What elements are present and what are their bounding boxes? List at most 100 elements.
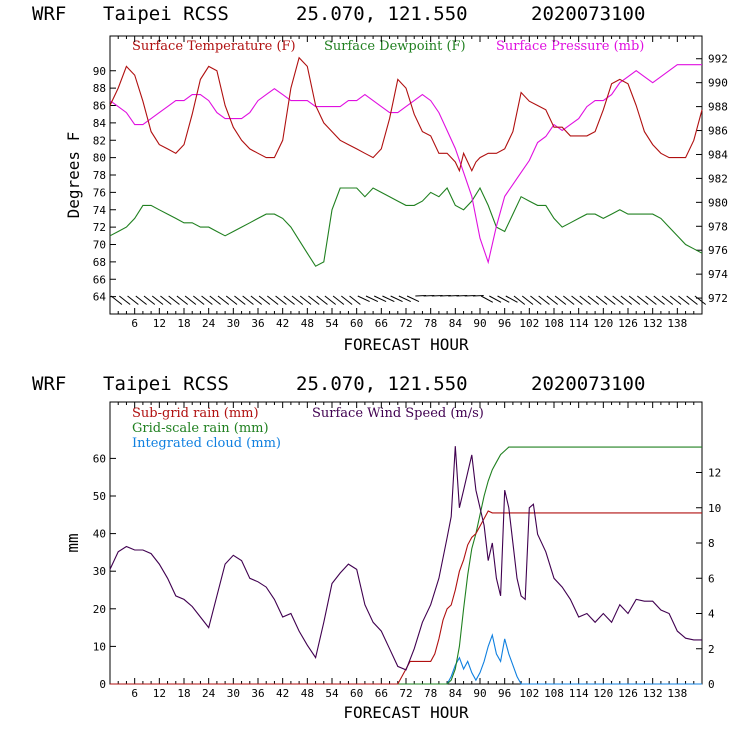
y-tick-label: 64 bbox=[93, 291, 107, 304]
x-tick-label: 54 bbox=[325, 317, 339, 330]
wind-barb bbox=[489, 295, 502, 303]
top-y2-axis: 972 974 976 978 980 982 984 986 988 990 992 bbox=[696, 53, 728, 305]
wind-barb bbox=[275, 295, 287, 305]
wind-barb bbox=[669, 295, 682, 305]
wind-barb bbox=[135, 295, 147, 305]
wind-barb bbox=[554, 295, 567, 305]
wind-barb bbox=[661, 295, 674, 305]
cloud-line bbox=[110, 633, 702, 685]
wind-barb bbox=[357, 295, 370, 303]
x-tick-label: 78 bbox=[424, 317, 437, 330]
wind-barb bbox=[505, 295, 518, 303]
wind-barb bbox=[513, 295, 526, 305]
wind-barb bbox=[308, 295, 320, 305]
bottom-header-station: Taipei RCSS bbox=[103, 373, 229, 395]
wind-barb bbox=[250, 295, 262, 305]
y-tick-label: 86 bbox=[93, 100, 106, 113]
bottom-y-axis-title: mm bbox=[63, 533, 82, 552]
wind-barb bbox=[168, 295, 180, 305]
wind-barb bbox=[283, 295, 295, 305]
wind-barb bbox=[530, 295, 542, 305]
wind-barb bbox=[110, 295, 123, 305]
x-tick-label: 48 bbox=[301, 687, 314, 700]
y-tick-label: 0 bbox=[99, 678, 106, 691]
wind-barb bbox=[694, 295, 706, 305]
wind-barb bbox=[497, 295, 510, 303]
wind-barb bbox=[184, 295, 197, 305]
temperature-line bbox=[109, 56, 703, 173]
wind-barb bbox=[234, 295, 246, 305]
top-header-model: WRF bbox=[32, 3, 66, 25]
wind-barb bbox=[209, 295, 221, 305]
bottom-x-axis-title: FORECAST HOUR bbox=[343, 703, 469, 722]
bottom-x-axis: 6 12 18 24 30 36 42 48 54 60 66 72 78 84 90 96 102 108 114… bbox=[109, 402, 703, 700]
x-tick-label: 24 bbox=[202, 687, 216, 700]
wind-barb bbox=[316, 295, 328, 305]
x-tick-label: 72 bbox=[399, 317, 412, 330]
wind-barb bbox=[258, 295, 271, 305]
x-tick-label: 120 bbox=[593, 317, 613, 330]
y2-tick-label: 974 bbox=[708, 268, 728, 281]
y2-tick-label: 984 bbox=[708, 148, 728, 161]
y-tick-label: 74 bbox=[93, 204, 107, 217]
top-chart: WRF Taipei RCSS 25.070, 121.550 20200731… bbox=[32, 3, 728, 354]
wind-barb bbox=[349, 295, 361, 305]
subgrid-rain-line bbox=[110, 510, 702, 685]
top-x-axis-title: FORECAST HOUR bbox=[343, 335, 469, 354]
x-tick-label: 84 bbox=[449, 687, 463, 700]
bottom-y2-axis: 0 2 4 6 8 10 12 bbox=[696, 467, 721, 691]
y2-tick-label: 972 bbox=[708, 292, 728, 305]
x-tick-label: 84 bbox=[449, 317, 463, 330]
wind-barb bbox=[686, 295, 698, 305]
bottom-legend-subgrid: Sub-grid rain (mm) bbox=[132, 406, 259, 421]
x-tick-label: 42 bbox=[276, 317, 289, 330]
x-tick-label: 132 bbox=[643, 687, 663, 700]
top-header-coords: 25.070, 121.550 bbox=[296, 3, 468, 25]
y2-tick-label: 6 bbox=[708, 572, 715, 585]
wind-barb bbox=[521, 295, 534, 305]
x-tick-label: 60 bbox=[350, 317, 363, 330]
y-tick-label: 76 bbox=[93, 186, 106, 199]
bottom-y-axis: 0 10 20 30 40 50 60 bbox=[93, 452, 116, 691]
x-tick-label: 30 bbox=[227, 317, 240, 330]
y2-tick-label: 992 bbox=[708, 53, 728, 66]
x-tick-label: 96 bbox=[498, 687, 511, 700]
top-header-date: 2020073100 bbox=[531, 3, 645, 25]
y-tick-label: 72 bbox=[93, 221, 106, 234]
x-tick-label: 108 bbox=[544, 687, 564, 700]
top-x-axis: 6 12 18 24 30 36 42 48 54 60 66 72 78 84 90 96 102 108 114… bbox=[109, 36, 703, 330]
wind-barb bbox=[571, 295, 583, 305]
y-tick-label: 80 bbox=[93, 152, 106, 165]
wind-barb bbox=[291, 295, 304, 305]
x-tick-label: 108 bbox=[544, 317, 564, 330]
x-tick-label: 114 bbox=[569, 317, 589, 330]
x-tick-label: 96 bbox=[498, 317, 511, 330]
x-tick-label: 120 bbox=[593, 687, 613, 700]
wind-barb bbox=[678, 295, 690, 305]
wind-speed-line bbox=[109, 446, 702, 671]
wind-barb bbox=[267, 295, 279, 305]
wind-barb bbox=[324, 295, 336, 305]
x-tick-label: 90 bbox=[473, 687, 486, 700]
x-tick-label: 36 bbox=[251, 317, 264, 330]
y-tick-label: 68 bbox=[93, 256, 106, 269]
bottom-legend-wind: Surface Wind Speed (m/s) bbox=[312, 406, 484, 421]
x-tick-label: 12 bbox=[153, 687, 166, 700]
y2-tick-label: 988 bbox=[708, 101, 728, 114]
x-tick-label: 54 bbox=[325, 687, 339, 700]
y2-tick-label: 12 bbox=[708, 467, 721, 480]
wind-barb bbox=[604, 295, 616, 305]
x-tick-label: 126 bbox=[618, 687, 638, 700]
y-tick-label: 82 bbox=[93, 134, 106, 147]
x-tick-label: 30 bbox=[227, 687, 240, 700]
x-tick-label: 90 bbox=[473, 317, 486, 330]
wind-barb bbox=[374, 295, 387, 303]
y-tick-label: 84 bbox=[93, 117, 107, 130]
x-tick-label: 36 bbox=[251, 687, 264, 700]
wind-barb bbox=[217, 295, 230, 305]
y-tick-label: 10 bbox=[93, 640, 106, 653]
wind-barb bbox=[332, 295, 345, 305]
wind-barb bbox=[645, 295, 657, 305]
wind-barb bbox=[193, 295, 205, 305]
wind-barb bbox=[176, 295, 188, 305]
